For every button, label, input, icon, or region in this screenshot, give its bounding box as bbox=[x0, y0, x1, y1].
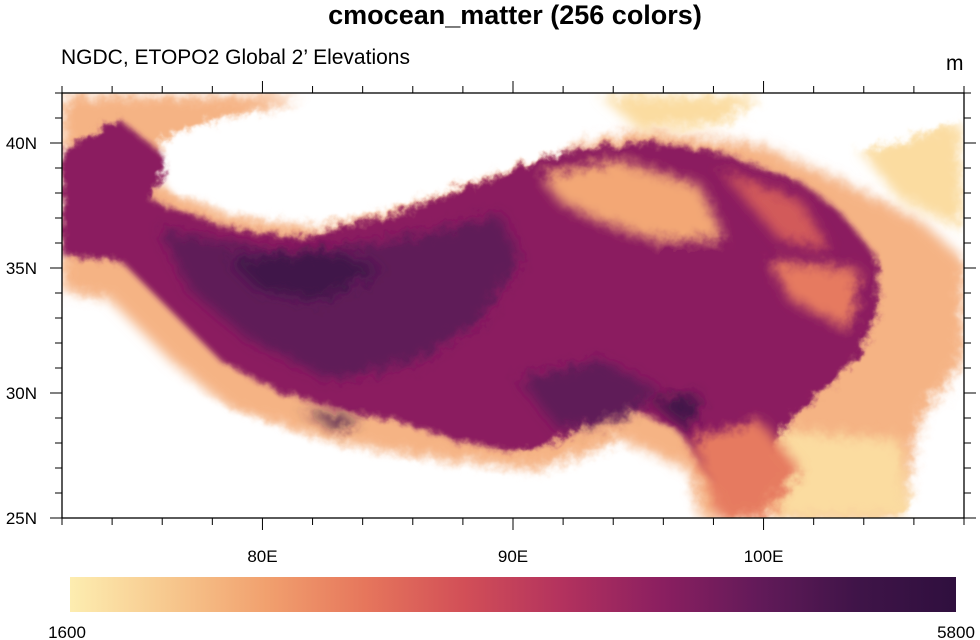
colorbar-min-label: 1600 bbox=[48, 623, 86, 640]
chart-title: cmocean_matter (256 colors) bbox=[328, 0, 702, 30]
elevation-field bbox=[62, 95, 964, 518]
y-tick-label: 35N bbox=[6, 259, 37, 278]
y-tick-label: 30N bbox=[6, 384, 37, 403]
chart-subtitle: NGDC, ETOPO2 Global 2’ Elevations bbox=[61, 46, 410, 69]
x-tick-label: 90E bbox=[498, 547, 528, 566]
y-tick-label: 25N bbox=[6, 509, 37, 528]
units-label: m bbox=[946, 52, 964, 75]
colorbar-max-label: 5800 bbox=[937, 623, 975, 640]
x-tick-label: 80E bbox=[247, 547, 277, 566]
x-tick-label: 100E bbox=[744, 547, 784, 566]
colorbar bbox=[70, 577, 956, 612]
y-tick-label: 40N bbox=[6, 134, 37, 153]
axis-ticks bbox=[50, 81, 976, 530]
